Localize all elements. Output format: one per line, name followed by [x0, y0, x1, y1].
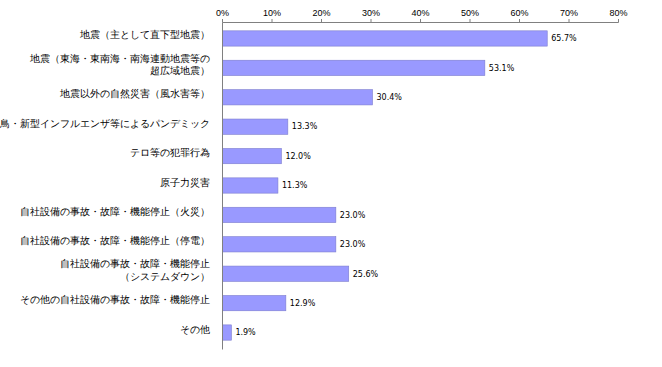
x-tick: 10%: [263, 8, 281, 22]
y-tick-label-line: 自社設備の事故・故障・機能停止（停電）: [20, 235, 210, 246]
x-tick-label: 10%: [263, 8, 281, 18]
y-tick: その他: [180, 324, 222, 335]
x-tick: 0%: [216, 8, 229, 22]
y-tick: 自社設備の事故・故障・機能停止（停電）: [20, 235, 222, 246]
x-axis: 0% 10% 20% 30% 40% 50% 60% 70% 80%: [216, 8, 628, 23]
x-tick: 30%: [362, 8, 380, 22]
y-tick-label-line: 自社設備の事故・故障・機能停止（火災）: [20, 206, 210, 217]
y-tick-label-line: 原子力災害: [160, 177, 210, 188]
y-tick-label-line: 地震以外の自然災害（風水害等）: [59, 88, 210, 99]
data-label: 30.4%: [376, 93, 402, 102]
x-tick: 80%: [609, 8, 627, 22]
bar: [222, 31, 547, 46]
data-label: 13.3%: [292, 122, 318, 131]
y-tick-label-line: （システムダウン）: [120, 271, 210, 282]
data-label: 23.0%: [340, 211, 366, 220]
y-tick-label-line: 地震（東海・東南海・南海連動地震等の: [29, 53, 210, 64]
x-tick-label: 70%: [560, 8, 578, 18]
x-tick-mark: [272, 19, 273, 22]
y-tick-label-line: 自社設備の事故・故障・機能停止: [60, 258, 210, 269]
data-labels: 65.7% 53.1% 30.4% 13.3% 12.0% 11.3% 23.0% 23.0%…: [235, 34, 577, 337]
bar: [222, 178, 278, 193]
y-tick-label-line: テロ等の犯罪行為: [130, 147, 210, 158]
bar: [222, 148, 281, 163]
bar: [222, 325, 231, 340]
data-label: 53.1%: [489, 64, 515, 73]
x-tick-label: 40%: [411, 8, 429, 18]
y-tick: その他の自社設備の事故・故障・機能停止: [20, 294, 222, 305]
x-tick-label: 80%: [609, 8, 627, 18]
y-tick-label: 地震以外の自然災害（風水害等）: [59, 88, 210, 99]
y-tick-label-line: 地震（主として直下型地震）: [79, 29, 210, 40]
y-tick-label: 原子力災害: [160, 177, 210, 188]
bar: [222, 207, 336, 222]
bar: [222, 266, 349, 281]
y-tick-label: その他の自社設備の事故・故障・機能停止: [20, 294, 210, 305]
y-axis: 地震（主として直下型地震） 地震（東海・東南海・南海連動地震等の超広域地震） 地震以…: [0, 23, 223, 350]
y-tick-label: 鳥・新型インフルエンザ等によるパンデミック: [0, 118, 210, 129]
y-tick: 地震（東海・東南海・南海連動地震等の超広域地震）: [29, 53, 222, 77]
data-label: 12.9%: [290, 299, 316, 308]
data-label: 11.3%: [282, 181, 308, 190]
y-tick-label: 自社設備の事故・故障・機能停止 （システムダウン）: [60, 258, 210, 282]
y-tick-label-line: その他: [180, 324, 210, 335]
x-tick-mark: [222, 19, 223, 22]
y-tick: 自社設備の事故・故障・機能停止 （システムダウン）: [60, 258, 222, 282]
x-tick-label: 30%: [362, 8, 380, 18]
plot: 0%10%20%30%40%50%60%70%80%地震（主として直下型地震）地…: [0, 8, 628, 350]
bar: [222, 119, 288, 134]
x-tick-mark: [371, 19, 372, 22]
x-tick-mark: [618, 19, 619, 22]
x-tick: 60%: [510, 8, 528, 22]
y-tick-label: 自社設備の事故・故障・機能停止（火災）: [20, 206, 210, 217]
data-label: 25.6%: [353, 270, 379, 279]
x-tick-label: 50%: [461, 8, 479, 18]
y-tick-label: 地震（主として直下型地震）: [79, 29, 210, 40]
data-label: 23.0%: [340, 240, 366, 249]
x-tick-label: 0%: [216, 8, 229, 18]
x-tick-mark: [321, 19, 322, 22]
y-tick: 地震（主として直下型地震）: [79, 29, 222, 40]
x-tick-mark: [519, 19, 520, 22]
bars: [222, 31, 547, 340]
bar: [222, 295, 286, 310]
x-tick: 40%: [411, 8, 429, 22]
x-tick-label: 60%: [510, 8, 528, 18]
y-tick: 鳥・新型インフルエンザ等によるパンデミック: [0, 118, 222, 129]
y-tick-label-line: 超広域地震）: [150, 65, 210, 76]
y-tick-label: テロ等の犯罪行為: [130, 147, 210, 158]
y-axis-line: [222, 23, 223, 350]
x-tick: 20%: [312, 8, 330, 22]
data-label: 1.9%: [235, 328, 256, 337]
x-tick: 70%: [560, 8, 578, 22]
x-tick-mark: [420, 19, 421, 22]
y-tick: 原子力災害: [160, 177, 222, 188]
y-tick-label: 地震（東海・東南海・南海連動地震等の超広域地震）: [29, 53, 210, 77]
chart: 0%10%20%30%40%50%60%70%80%地震（主として直下型地震）地…: [0, 0, 662, 367]
bar: [222, 237, 336, 252]
y-tick-label-line: その他の自社設備の事故・故障・機能停止: [20, 294, 210, 305]
bar: [222, 90, 372, 105]
y-tick: テロ等の犯罪行為: [130, 147, 222, 158]
y-tick-label-line: 鳥・新型インフルエンザ等によるパンデミック: [0, 118, 210, 129]
data-label: 12.0%: [285, 152, 311, 161]
x-tick-label: 20%: [312, 8, 330, 18]
y-tick-label: 自社設備の事故・故障・機能停止（停電）: [20, 235, 210, 246]
data-label: 65.7%: [551, 34, 577, 43]
x-tick-mark: [470, 19, 471, 22]
x-tick-mark: [569, 19, 570, 22]
x-axis-line: [223, 19, 619, 23]
y-tick: 自社設備の事故・故障・機能停止（火災）: [20, 206, 222, 217]
bar: [222, 60, 485, 75]
y-tick-label: その他: [180, 324, 210, 335]
y-tick: 地震以外の自然災害（風水害等）: [59, 88, 222, 99]
x-tick: 50%: [461, 8, 479, 22]
